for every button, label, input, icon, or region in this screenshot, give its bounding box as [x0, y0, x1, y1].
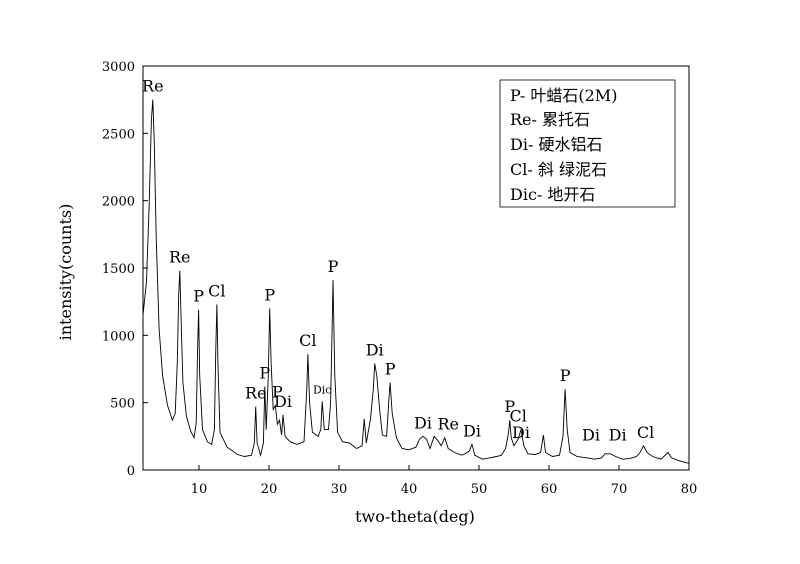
x-tick-label: 10	[191, 482, 208, 497]
peak-label: P	[193, 287, 204, 306]
legend-entry-re: Re- 累托石	[510, 110, 590, 129]
peak-label: Cl	[299, 331, 316, 350]
y-tick-label: 2500	[102, 127, 135, 142]
peak-label: P	[328, 257, 339, 276]
legend-box	[499, 79, 676, 208]
y-tick-label: 0	[127, 464, 135, 479]
peak-label: Cl	[208, 281, 225, 300]
peak-label: Di	[512, 423, 530, 442]
xrd-pattern-line	[142, 99, 690, 464]
peak-label: Re	[245, 384, 267, 403]
peak-label: P	[259, 364, 270, 383]
legend-entry-di: Di- 硬水铝石	[510, 135, 602, 154]
peak-label: Dic	[313, 383, 332, 396]
y-tick-label: 1000	[102, 329, 135, 344]
y-axis-label: intensity(counts)	[56, 204, 75, 341]
peak-label: Di	[582, 425, 600, 444]
peak-label: Re	[142, 77, 164, 96]
peak-label: Di	[463, 421, 481, 440]
peak-label: P	[504, 397, 515, 416]
y-tick-label: 1500	[102, 262, 135, 277]
x-tick-label: 60	[541, 482, 558, 497]
peak-label: Di	[366, 341, 384, 360]
x-axis-label: two-theta(deg)	[355, 507, 475, 526]
x-tick-label: 40	[401, 482, 418, 497]
peak-label: Cl	[637, 423, 654, 442]
y-tick-label: 500	[110, 397, 135, 412]
peak-label: Cl	[510, 407, 527, 426]
peak-label: Di	[414, 413, 432, 432]
x-tick-label: 70	[611, 482, 628, 497]
y-tick-label: 2000	[102, 195, 135, 210]
y-axis-ticks: 0 500 1000 1500 2000 2500 3000	[102, 60, 148, 479]
peak-label: P	[560, 366, 571, 385]
legend: P- 叶蜡石(2M) Re- 累托石 Di- 硬水铝石 Cl- 斜 绿泥石 Di…	[499, 79, 676, 208]
peak-label: Re	[169, 248, 191, 267]
y-tick-label: 3000	[102, 60, 135, 75]
legend-entry-cl: Cl- 斜 绿泥石	[510, 160, 607, 179]
x-tick-label: 80	[681, 482, 698, 497]
peak-label: Di	[609, 425, 627, 444]
x-tick-label: 20	[261, 482, 278, 497]
x-tick-label: 30	[331, 482, 348, 497]
x-axis-ticks: 10 20 30 40 50 60 70 80	[191, 465, 698, 497]
peak-label: P	[264, 285, 275, 304]
peak-label: P	[272, 382, 283, 401]
peak-label: P	[385, 359, 396, 378]
legend-entry-dic: Dic- 地开石	[510, 185, 595, 204]
peak-label: Di	[274, 392, 292, 411]
legend-entry-p: P- 叶蜡石(2M)	[510, 86, 617, 105]
x-tick-label: 50	[471, 482, 488, 497]
peak-label: Re	[437, 415, 459, 434]
